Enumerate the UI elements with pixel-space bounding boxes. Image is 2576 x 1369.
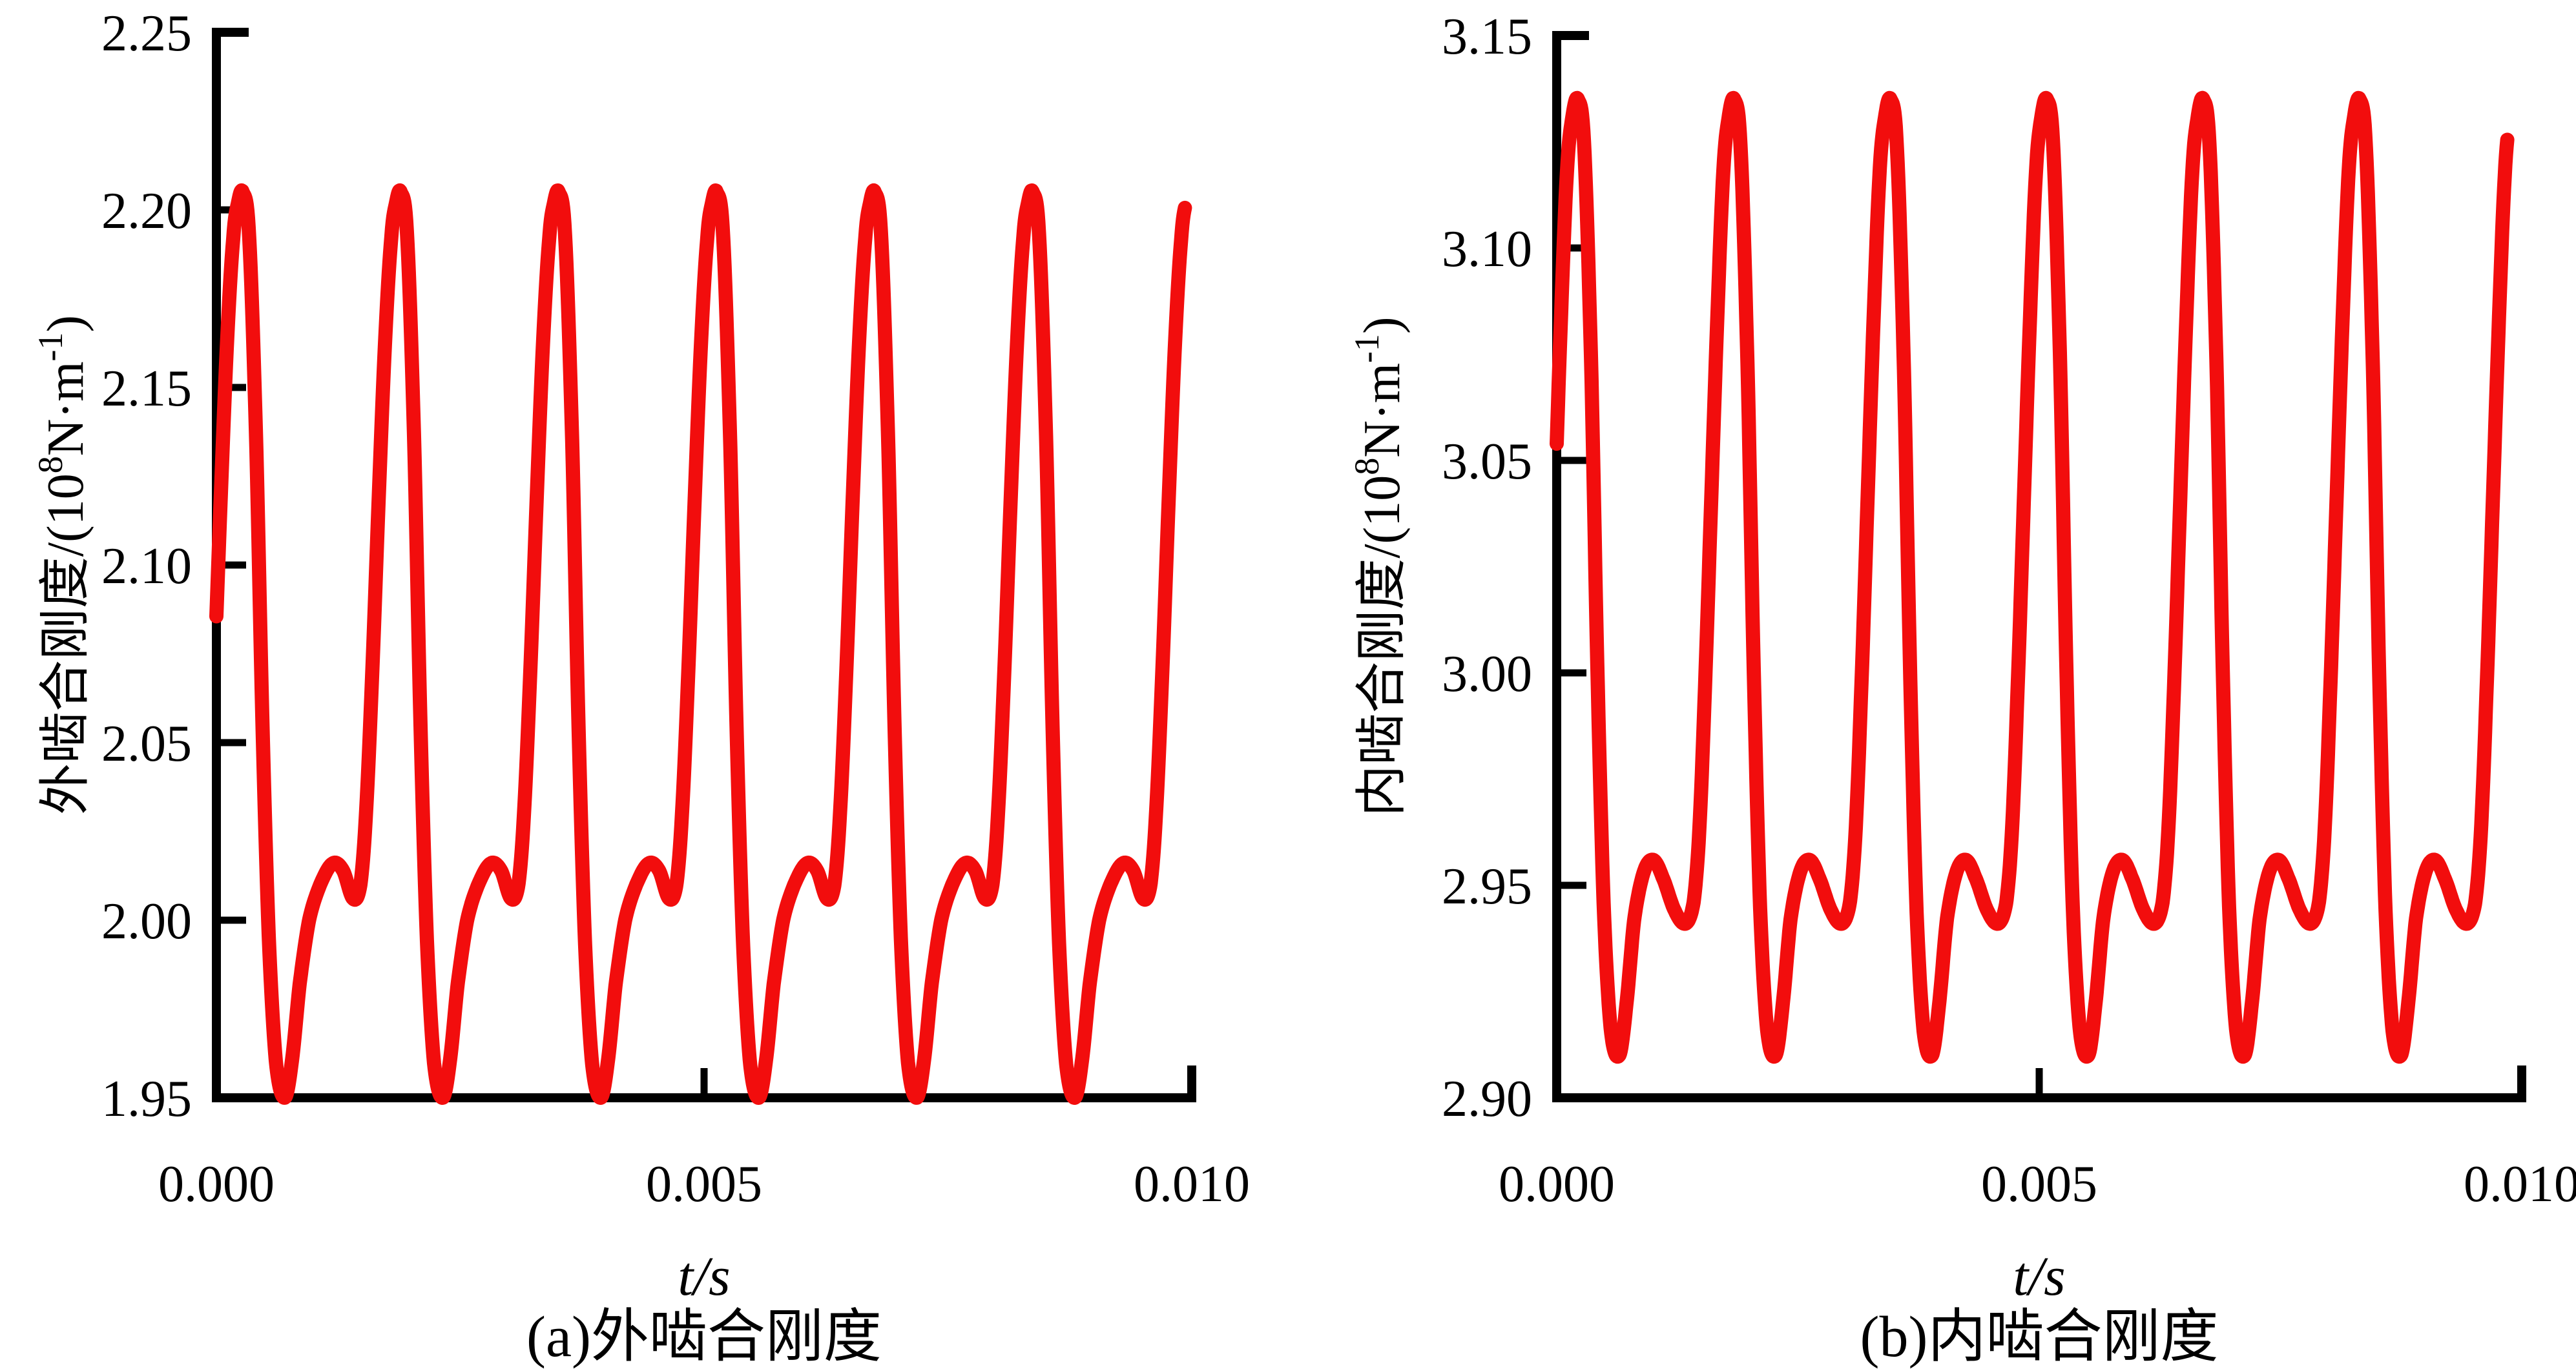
x-tick-label-b: 0.005 [1981,1156,2097,1213]
stiffness-curve-b [1550,90,2515,1064]
axis-b [1552,31,2526,1102]
y-tick-label-a: 2.10 [101,538,192,595]
y-tick-label-b: 3.05 [1442,433,1532,490]
x-axis-title-b: t/s [2013,1245,2065,1307]
x-tick-label-a: 0.010 [1134,1156,1250,1213]
caption-a: (a)外啮合刚度 [526,1305,882,1369]
stiffness-curve-a [209,183,1192,1105]
x-tick-label-b: 0.010 [2464,1156,2576,1213]
y-tick-label-a: 2.25 [101,5,192,62]
y-tick-label-a: 1.95 [101,1071,192,1127]
caption-b: (b)内啮合刚度 [1860,1305,2219,1369]
x-tick-label-a: 0.005 [646,1156,762,1213]
y-tick-label-b: 3.10 [1442,221,1532,278]
y-tick-label-b: 2.95 [1442,858,1532,915]
x-axis-title-a: t/s [678,1245,730,1307]
panel-b: 3.15 3.10 3.05 3.00 2.95 2.90 0.000 0.005 0.010 内… [1288,0,2576,1369]
chart-a: 2.25 2.20 2.15 2.10 2.05 2.00 1.95 0.000 0.005 0.… [31,5,1250,1369]
panel-a: 2.25 2.20 2.15 2.10 2.05 2.00 1.95 0.000 0.005 0.… [31,5,1250,1369]
chart-b: 3.15 3.10 3.05 3.00 2.95 2.90 0.000 0.005 0.010 内… [1347,8,2576,1369]
y-axis-title-b: 内啮合刚度/(108N·m-1) [1347,316,1411,816]
y-tick-label-b: 3.00 [1442,646,1532,703]
axis-a [212,28,1196,1102]
x-tick-label-a: 0.000 [158,1156,275,1213]
y-tick-label-a: 2.20 [101,183,192,240]
y-tick-label-b: 3.15 [1442,8,1532,65]
y-axis-title-a: 外啮合刚度/(108N·m-1) [31,315,94,815]
y-tick-label-b: 2.90 [1442,1071,1532,1127]
x-tick-label-b: 0.000 [1499,1156,1615,1213]
y-tick-label-a: 2.05 [101,715,192,772]
y-tick-label-a: 2.15 [101,360,192,417]
y-tick-label-a: 2.00 [101,893,192,950]
